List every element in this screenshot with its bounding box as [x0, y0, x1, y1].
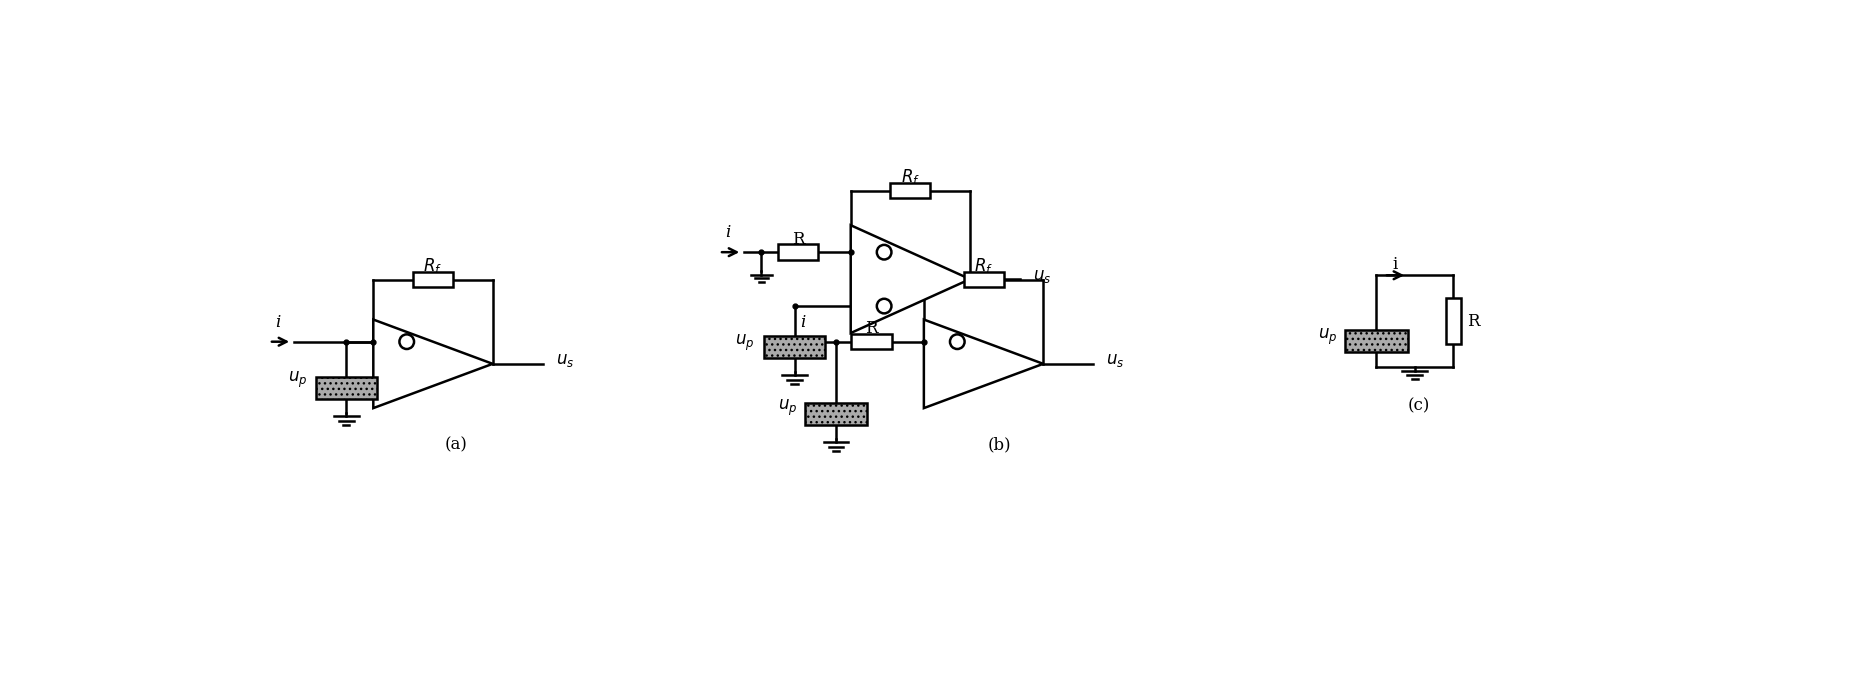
Bar	[851, 334, 890, 349]
Text: $R_f$: $R_f$	[900, 167, 920, 188]
Text: (b): (b)	[987, 437, 1011, 454]
Text: $u_s$: $u_s$	[1033, 267, 1052, 284]
Text: $R_f$: $R_f$	[974, 257, 992, 276]
Bar	[762, 336, 825, 357]
Polygon shape	[924, 320, 1043, 408]
Circle shape	[876, 299, 890, 313]
Bar	[777, 244, 818, 260]
Polygon shape	[850, 225, 970, 333]
Circle shape	[950, 334, 965, 349]
Bar	[1445, 298, 1460, 344]
Text: $u_p$: $u_p$	[735, 333, 755, 353]
Text: $u_s$: $u_s$	[1106, 352, 1124, 369]
Text: i: i	[275, 314, 280, 331]
Bar	[414, 271, 453, 287]
Bar	[1343, 330, 1408, 351]
Text: R: R	[864, 320, 877, 337]
Text: $u_p$: $u_p$	[777, 397, 798, 418]
Polygon shape	[373, 320, 492, 408]
Text: R: R	[792, 231, 805, 248]
Text: i: i	[725, 224, 731, 242]
Text: $u_s$: $u_s$	[555, 352, 573, 369]
Text: (a): (a)	[445, 437, 467, 454]
Bar	[963, 271, 1004, 287]
Text: i: i	[1391, 256, 1397, 273]
Text: $u_p$: $u_p$	[288, 370, 308, 391]
Text: $u_p$: $u_p$	[1317, 327, 1336, 347]
Text: R: R	[1465, 313, 1478, 330]
Circle shape	[399, 334, 414, 349]
Text: i: i	[800, 314, 805, 331]
Text: (c): (c)	[1406, 397, 1428, 415]
Text: (B): (B)	[953, 355, 978, 372]
Circle shape	[876, 245, 890, 259]
Bar	[315, 377, 377, 399]
Bar	[890, 183, 929, 198]
Bar	[805, 403, 866, 424]
Text: $R_f$: $R_f$	[423, 257, 441, 276]
